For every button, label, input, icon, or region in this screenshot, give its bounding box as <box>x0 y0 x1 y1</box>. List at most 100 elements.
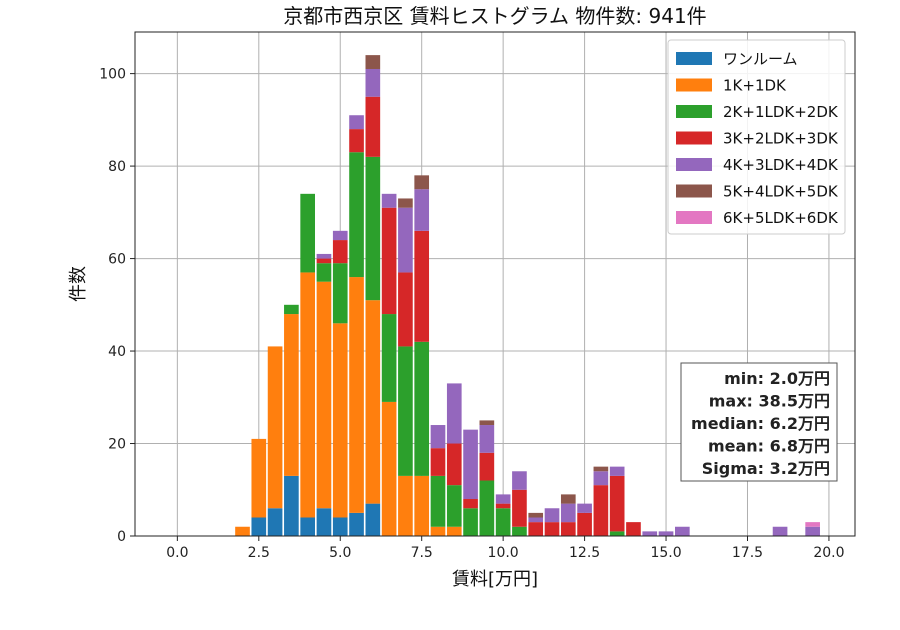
x-tick-label: 12.5 <box>569 545 600 561</box>
bar-segment <box>365 68 381 97</box>
bar-segment <box>609 466 625 476</box>
bar-segment <box>528 522 544 536</box>
y-tick-label: 0 <box>117 529 126 545</box>
stats-box: min: 2.0万円 max: 38.5万円 median: 6.2万円 mean: … <box>680 362 838 482</box>
bar-segment <box>544 508 560 523</box>
bar-segment <box>593 466 609 472</box>
bar-segment <box>805 526 820 536</box>
bar-segment <box>365 300 381 504</box>
bar-segment <box>609 475 625 532</box>
y-tick-label: 20 <box>108 437 126 453</box>
bar-segment <box>316 281 332 509</box>
bar-segment <box>398 207 413 273</box>
legend-label: 3K+2LDK+3DK <box>723 130 839 148</box>
legend-swatch <box>676 78 712 92</box>
stats-line: Sigma: 3.2万円 <box>702 459 830 478</box>
bar-segment <box>544 522 560 536</box>
bar-segment <box>414 230 430 342</box>
legend-swatch <box>676 184 712 198</box>
bar-segment <box>446 383 462 444</box>
bar-segment <box>414 189 430 231</box>
y-axis-label: 件数 <box>68 266 89 302</box>
legend-label: 2K+1LDK+2DK <box>723 103 839 121</box>
bar-segment <box>642 531 658 536</box>
bar-segment <box>446 485 462 527</box>
bar-segment <box>463 499 478 509</box>
x-tick-label: 15.0 <box>650 545 681 561</box>
bar-segment <box>332 323 348 518</box>
legend-label: ワンルーム <box>723 50 798 68</box>
bar-segment <box>398 475 413 536</box>
bar-segment <box>560 522 576 536</box>
bar-segment <box>349 277 364 513</box>
plot-frame <box>134 31 856 537</box>
bar-segment <box>284 314 299 476</box>
bar-segment <box>512 489 527 527</box>
bar-segment <box>235 526 250 536</box>
bar-segment <box>332 517 348 536</box>
legend-label: 6K+5LDK+6DK <box>723 209 839 227</box>
bar-segment <box>463 429 478 500</box>
legend-swatch <box>676 52 712 65</box>
bar-segment <box>349 129 364 153</box>
bar-segment <box>609 531 625 536</box>
bar-segment <box>479 420 495 426</box>
bar-segment <box>349 152 364 278</box>
y-tick-label: 60 <box>108 252 126 268</box>
bar-segment <box>479 480 495 536</box>
y-tick-label: 80 <box>108 159 126 175</box>
x-tick-label: 2.5 <box>248 545 270 561</box>
stats-line: min: 2.0万円 <box>724 369 830 388</box>
bar-segment <box>332 230 348 241</box>
bar-segment <box>593 471 609 486</box>
x-tick-label: 10.0 <box>488 545 519 561</box>
bar-segment <box>267 508 283 536</box>
bar-segment <box>626 522 641 536</box>
bar-segment <box>577 503 592 513</box>
bar-segment <box>528 512 544 518</box>
legend-swatch <box>676 105 712 118</box>
stats-line: mean: 6.8万円 <box>708 437 830 456</box>
bar-segment <box>300 193 315 273</box>
bar-segment <box>479 425 495 453</box>
legend-label: 4K+3LDK+4DK <box>723 156 839 174</box>
bar-segment <box>560 494 576 504</box>
bar-segment <box>332 263 348 324</box>
bar-segment <box>414 475 430 536</box>
bar-segment <box>300 272 315 518</box>
x-tick-label: 17.5 <box>732 545 763 561</box>
legend-swatch <box>676 158 712 171</box>
bar-segment <box>316 508 332 536</box>
bar-segment <box>430 475 446 527</box>
axis-ticks: 0.0 2.5 5.0 7.5 10.0 12.5 15.0 17.5 20.0 0 20 40 60 8… <box>99 67 844 561</box>
bar-segment <box>658 531 674 536</box>
bar-segment <box>414 341 430 476</box>
bar-segment <box>284 475 299 536</box>
bar-segment <box>398 346 413 476</box>
bar-segment <box>251 438 267 518</box>
bar-segment <box>675 526 690 536</box>
bar-segment <box>512 526 527 536</box>
bar-segment <box>365 503 381 536</box>
bar-segment <box>381 207 397 315</box>
bar-segment <box>398 272 413 347</box>
legend-box <box>667 39 846 235</box>
bar-segment <box>495 508 511 536</box>
legend-swatch <box>676 131 712 145</box>
bar-segment <box>316 258 332 264</box>
bar-segment <box>463 508 478 536</box>
bar-segment <box>772 526 788 536</box>
bar-segment <box>430 526 446 536</box>
bar-segment <box>446 443 462 486</box>
bar-segment <box>512 471 527 490</box>
y-tick-label: 40 <box>108 344 126 360</box>
bar-segment <box>398 198 413 208</box>
x-tick-label: 7.5 <box>411 545 433 561</box>
bars <box>235 55 820 536</box>
stats-box-frame <box>680 362 838 482</box>
bar-segment <box>430 425 446 449</box>
bar-segment <box>593 485 609 536</box>
bar-segment <box>560 503 576 523</box>
